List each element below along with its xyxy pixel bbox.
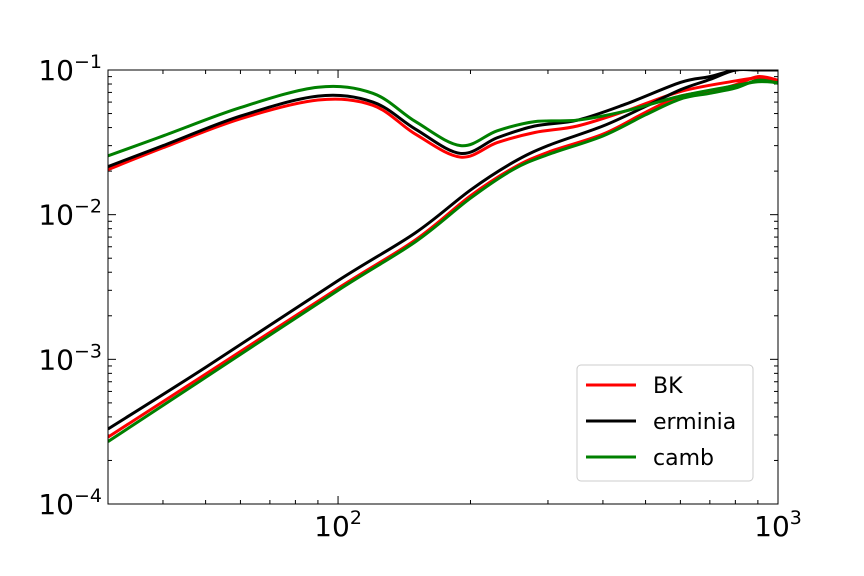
legend-label-BK: BK	[653, 374, 683, 399]
series-line-BK-upper	[108, 76, 778, 171]
y-tick-label: 10−2	[38, 196, 102, 232]
data-series	[108, 70, 778, 443]
x-tick-label: 103	[754, 507, 802, 543]
series-line-camb-lower	[108, 78, 778, 443]
legend: BK erminia camb	[576, 364, 754, 482]
y-tick-label: 10−3	[38, 340, 102, 376]
x-tick-label: 102	[314, 507, 362, 543]
tick-labels: 10−4 10−3 10−2 10−1 102 103	[38, 51, 802, 543]
series-line-erminia-lower	[108, 70, 778, 431]
y-tick-label: 10−1	[38, 51, 102, 87]
axes-frame	[107, 69, 779, 505]
legend-box	[576, 364, 754, 482]
y-tick-label: 10−4	[38, 485, 102, 521]
legend-label-erminia: erminia	[653, 410, 736, 435]
legend-label-camb: camb	[653, 446, 714, 471]
series-line-camb-upper	[108, 80, 778, 158]
